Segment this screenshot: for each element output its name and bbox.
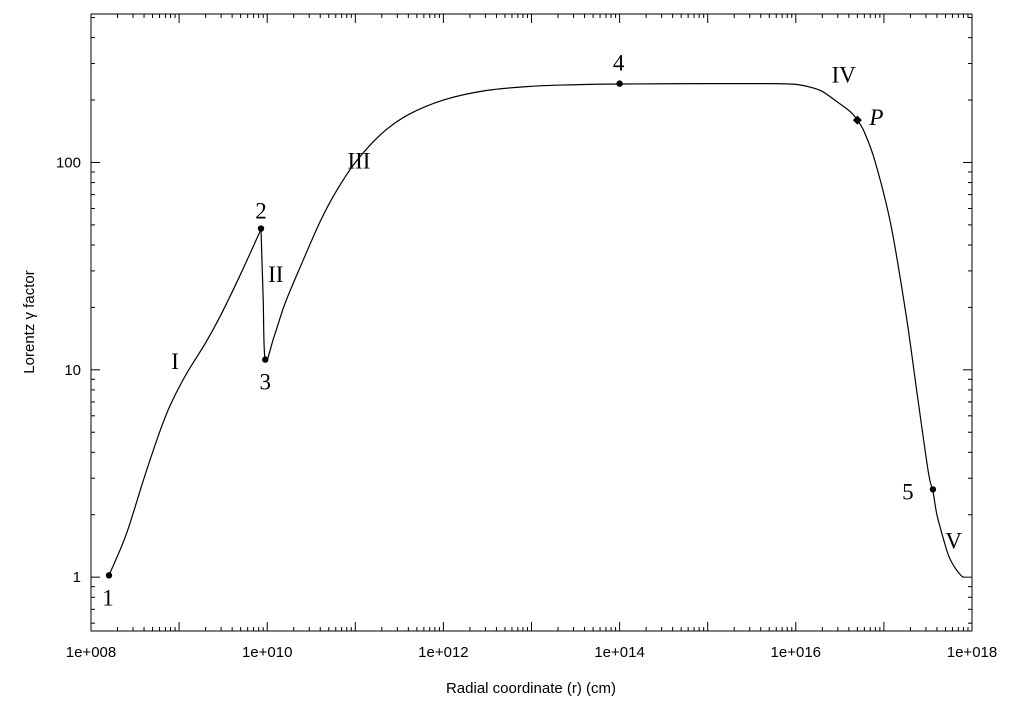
gamma-curve (108, 82, 964, 578)
phase-label: I (171, 349, 179, 374)
x-tick-label: 1e+010 (242, 644, 292, 661)
point-marker-2 (257, 225, 265, 232)
phase-label: II (268, 262, 283, 287)
plot-frame (90, 13, 973, 632)
x-tick-label: 1e+008 (66, 644, 116, 661)
point-label-2: 2 (255, 199, 267, 224)
axis-ticks (90, 14, 973, 631)
point-label-1: 1 (102, 585, 114, 610)
point-labels: 1 2 3 4 P 5 (102, 51, 913, 611)
x-axis-title: Radial coordinate (r) (cm) (446, 680, 616, 697)
y-tick-label: 1 (73, 569, 81, 586)
x-tick-label: 1e+012 (418, 644, 468, 661)
point-marker-p (852, 115, 862, 125)
point-marker-5 (929, 486, 937, 493)
phase-label: IV (832, 63, 857, 88)
x-tick-label: 1e+016 (771, 644, 821, 661)
point-label-5: 5 (902, 479, 914, 504)
axis-tick-labels: 1e+008 1e+010 1e+012 1e+014 1e+016 1e+018 1 10 1… (56, 154, 997, 661)
x-tick-label: 1e+014 (594, 644, 644, 661)
point-marker-1 (105, 572, 113, 579)
y-tick-label: 10 (64, 362, 81, 379)
x-tick-label: 1e+018 (947, 644, 997, 661)
point-label-4: 4 (613, 51, 625, 76)
y-tick-label: 100 (56, 154, 81, 171)
phase-label: III (347, 149, 370, 174)
phase-label: V (945, 529, 962, 554)
point-label-3: 3 (259, 370, 271, 395)
point-marker-4 (616, 80, 623, 87)
point-markers (105, 80, 937, 579)
point-label-p: P (868, 105, 883, 130)
y-axis-title: Lorentz γ factor (21, 270, 38, 373)
point-marker-3 (262, 356, 269, 363)
